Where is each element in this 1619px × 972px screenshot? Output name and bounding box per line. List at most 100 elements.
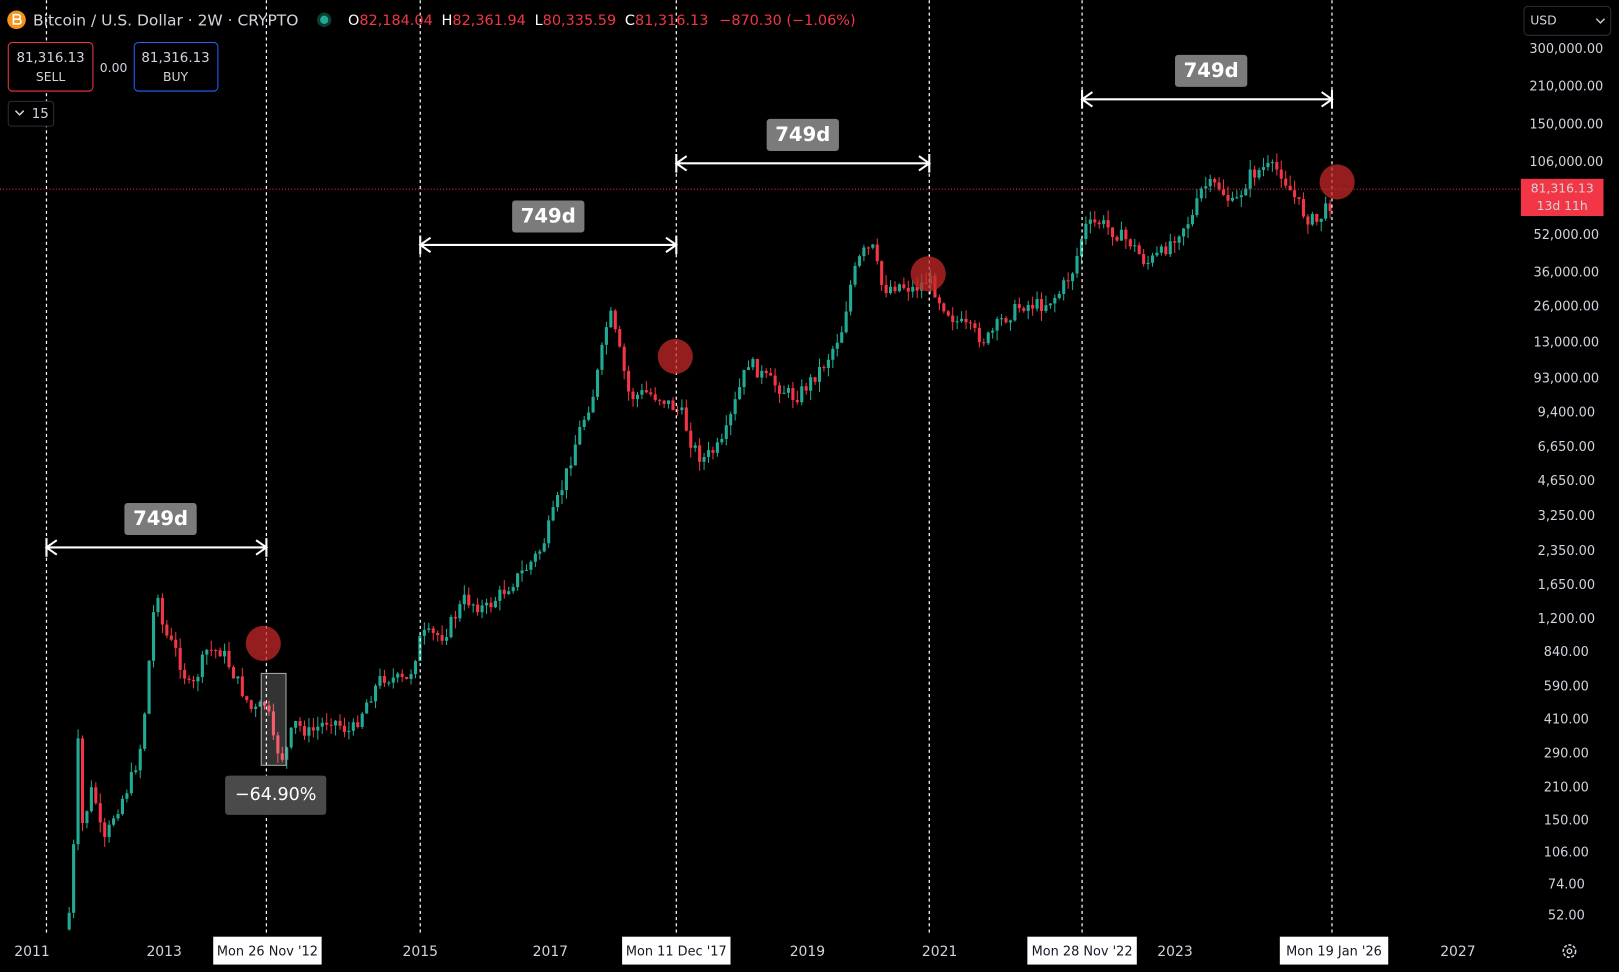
candle-body bbox=[724, 425, 728, 439]
date-marker: Mon 28 Nov '22 bbox=[1032, 945, 1133, 960]
candle-body bbox=[360, 713, 364, 727]
buy-price[interactable]: 81,316.13 bbox=[141, 51, 209, 66]
candle-body bbox=[542, 543, 546, 552]
settings-icon[interactable] bbox=[1562, 944, 1577, 959]
ohlc: O82,184.04 H82,361.94 L80,335.59 C81,316… bbox=[348, 13, 856, 29]
candle-body bbox=[751, 358, 755, 368]
candle-body bbox=[1137, 245, 1141, 255]
candle-body bbox=[1301, 199, 1306, 217]
candle-body bbox=[871, 244, 875, 248]
candle-body bbox=[271, 711, 275, 736]
chevron bbox=[14, 110, 25, 116]
candle-body bbox=[1275, 162, 1279, 170]
candle-body bbox=[240, 676, 244, 697]
candle-body bbox=[1195, 198, 1199, 215]
symbol[interactable]: Bitcoin / U.S. Dollar · 2W · CRYPTO bbox=[33, 11, 298, 29]
candle-body bbox=[294, 721, 298, 728]
candle-body bbox=[174, 639, 178, 648]
currency[interactable]: USD bbox=[1530, 12, 1556, 27]
candle-body bbox=[1142, 254, 1146, 265]
candle-body bbox=[640, 390, 644, 395]
candle-body bbox=[467, 594, 471, 606]
ohlc-key: C bbox=[625, 13, 635, 29]
candle-body bbox=[72, 844, 76, 913]
candle-body bbox=[986, 332, 990, 344]
candle-body bbox=[1133, 245, 1137, 247]
ohlc-key: L bbox=[535, 13, 543, 29]
candle-body bbox=[1324, 203, 1328, 219]
candle-body bbox=[538, 551, 542, 554]
measure-label: 749d bbox=[1184, 59, 1239, 82]
candle-body bbox=[422, 629, 426, 636]
candle-body bbox=[622, 346, 626, 371]
time-axis-label: 2017 bbox=[533, 944, 568, 960]
candle-body bbox=[134, 770, 138, 773]
candle-body bbox=[311, 727, 315, 731]
chevron bbox=[1595, 18, 1606, 24]
sell-box[interactable] bbox=[7, 42, 94, 92]
candle-body bbox=[249, 700, 253, 709]
candle-body bbox=[129, 772, 133, 794]
candle-body bbox=[1057, 293, 1061, 298]
candle-body bbox=[462, 594, 466, 605]
candle-body bbox=[369, 701, 373, 703]
sell-price[interactable]: 81,316.13 bbox=[16, 51, 84, 66]
candle-body bbox=[373, 685, 378, 702]
currency-select[interactable] bbox=[1523, 5, 1612, 36]
indicators-toggle[interactable] bbox=[7, 100, 55, 127]
candle-body bbox=[342, 725, 346, 732]
candle-body bbox=[795, 400, 799, 403]
sell-button[interactable]: 81,316.13 SELL bbox=[7, 42, 94, 92]
measure-arrowheads bbox=[44, 538, 269, 557]
candle-body bbox=[578, 426, 582, 445]
buy-button[interactable]: 81,316.13 BUY bbox=[133, 42, 219, 92]
indicators-count[interactable]: 15 bbox=[32, 107, 49, 122]
candle-body bbox=[884, 284, 888, 294]
candle-body bbox=[107, 824, 111, 838]
time-axis-label: 2013 bbox=[146, 944, 181, 960]
time-axis-label: 2019 bbox=[790, 944, 825, 960]
ohlc-value: 82,361.94 bbox=[452, 13, 525, 29]
candle-body bbox=[1128, 239, 1132, 247]
buy-box[interactable] bbox=[133, 42, 219, 92]
candle-body bbox=[289, 727, 293, 748]
candle-body bbox=[85, 811, 89, 824]
candle-body bbox=[1106, 220, 1110, 228]
candle-body bbox=[1031, 304, 1035, 309]
buy-label[interactable]: BUY bbox=[163, 69, 189, 84]
candle-body bbox=[1293, 190, 1297, 198]
candle-body bbox=[453, 616, 457, 619]
candle-body bbox=[604, 327, 608, 345]
sell-label[interactable]: SELL bbox=[36, 69, 66, 84]
price-axis-label: 150.00 bbox=[1544, 814, 1589, 829]
candle-body bbox=[436, 632, 440, 636]
highlight-circle bbox=[657, 338, 693, 374]
candle-body bbox=[831, 348, 835, 360]
candle-body bbox=[791, 387, 795, 401]
candle-body bbox=[800, 386, 804, 403]
candle-body bbox=[1088, 219, 1092, 224]
candle-body bbox=[684, 407, 688, 431]
candle-body bbox=[902, 284, 906, 288]
candle-body bbox=[1159, 246, 1163, 253]
candle-body bbox=[857, 256, 862, 266]
measure-label: 749d bbox=[133, 507, 188, 530]
ohlc-value: 82,184.04 bbox=[359, 13, 432, 29]
price-axis-label: 9,400.00 bbox=[1538, 406, 1595, 421]
candle-body bbox=[915, 286, 919, 291]
candle-body bbox=[1315, 213, 1319, 222]
candle-body bbox=[582, 419, 586, 427]
measure-label-box bbox=[124, 503, 197, 536]
candle-body bbox=[231, 667, 236, 679]
candle-body bbox=[1102, 220, 1106, 225]
candle-body bbox=[103, 822, 107, 838]
date-marker-box bbox=[1279, 936, 1389, 965]
measure-arrowheads bbox=[418, 235, 679, 255]
candle-body bbox=[302, 725, 307, 736]
measure-label-box bbox=[512, 200, 585, 233]
candle-body bbox=[125, 793, 129, 799]
candle-body bbox=[977, 328, 981, 343]
price-axis-label: 52.00 bbox=[1548, 909, 1585, 924]
candle-body bbox=[1146, 262, 1150, 265]
